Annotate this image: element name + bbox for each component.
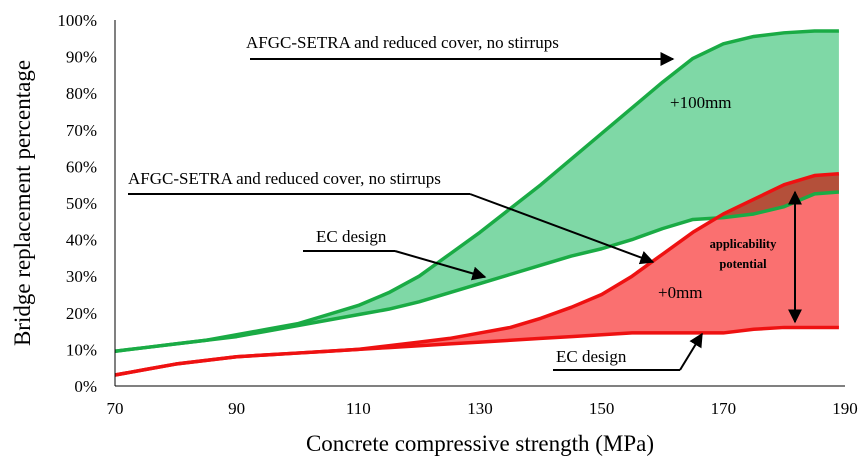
x-tick-label: 110 xyxy=(346,399,371,418)
y-tick-label: 40% xyxy=(66,231,97,250)
series-lines xyxy=(114,29,840,377)
green-upper-series-line xyxy=(114,29,839,353)
y-tick-labels: 0% 10% 20% 30% 40% 50% 60% 70% 80% 90% 100% xyxy=(57,11,97,396)
y-tick-label: 100% xyxy=(57,11,97,30)
x-axis-title: Concrete compressive strength (MPa) xyxy=(306,431,654,456)
y-tick-label: 30% xyxy=(66,267,97,286)
overlap-area xyxy=(723,173,839,218)
green-ec-arrow-diag xyxy=(394,250,487,281)
y-tick-label: 90% xyxy=(66,48,97,67)
red-top-arrow-diag xyxy=(469,193,655,265)
green-lower-series-line xyxy=(114,190,840,353)
potential-label: potential xyxy=(719,257,767,271)
red-top-annotation: AFGC-SETRA and reduced cover, no stirrup… xyxy=(128,169,441,188)
red-fill-label: +0mm xyxy=(658,283,703,302)
y-tick-label: 70% xyxy=(66,121,97,140)
green-top-annotation: AFGC-SETRA and reduced cover, no stirrup… xyxy=(246,33,559,52)
green-fill-label: +100mm xyxy=(670,93,732,112)
y-tick-label: 50% xyxy=(66,194,97,213)
x-tick-labels: 70 90 110 130 150 170 190 xyxy=(107,399,858,418)
y-tick-label: 0% xyxy=(74,377,97,396)
area-fills xyxy=(115,30,839,376)
y-tick-label: 20% xyxy=(66,304,97,323)
x-tick-label: 70 xyxy=(107,399,124,418)
x-tick-label: 170 xyxy=(711,399,737,418)
applicability-label: applicability xyxy=(710,237,777,251)
x-tick-label: 90 xyxy=(228,399,245,418)
red-band-area xyxy=(115,173,839,376)
y-axis-title: Bridge replacement percentage xyxy=(10,60,35,346)
red-ec-annotation: EC design xyxy=(556,347,627,366)
x-tick-label: 130 xyxy=(467,399,493,418)
red-lower-series-line xyxy=(114,325,839,377)
y-tick-label: 60% xyxy=(66,157,97,176)
red-ec-arrow-diag xyxy=(679,332,703,371)
y-tick-label: 80% xyxy=(66,84,97,103)
green-ec-annotation: EC design xyxy=(316,227,387,246)
green-band-area xyxy=(115,30,839,352)
y-tick-label: 10% xyxy=(66,340,97,359)
x-tick-label: 150 xyxy=(589,399,615,418)
x-tick-label: 190 xyxy=(832,399,858,418)
